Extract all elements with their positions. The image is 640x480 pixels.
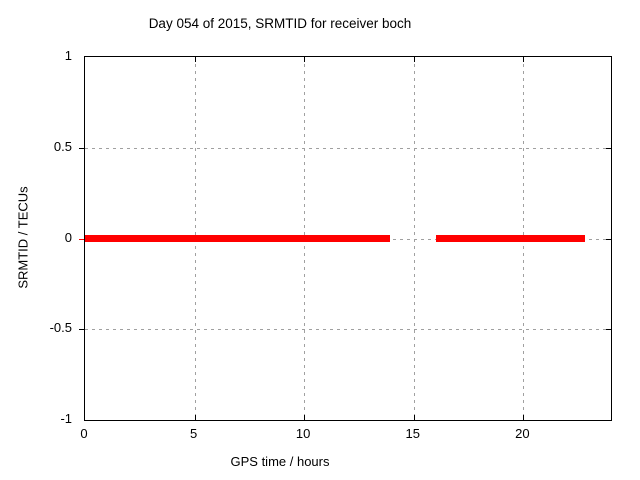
data-line-segment <box>435 235 585 242</box>
data-line-segment <box>85 235 390 242</box>
x-tick-top <box>194 57 196 62</box>
y-tick-label: -1 <box>60 411 72 426</box>
x-tick-bottom <box>304 415 306 420</box>
y-tick-label: 0.5 <box>53 138 72 154</box>
x-axis-label: GPS time / hours <box>230 454 330 469</box>
x-tick-bottom <box>194 415 196 420</box>
x-tick-label: 10 <box>295 426 311 441</box>
y-tick-right <box>606 329 611 331</box>
y-tick-label: -0.5 <box>49 320 72 336</box>
x-tick-label: 5 <box>189 426 198 441</box>
y-gridline <box>85 329 611 331</box>
y-tick-left <box>79 147 84 149</box>
chart-title: Day 054 of 2015, SRMTID for receiver boc… <box>148 16 412 31</box>
x-tick-bottom <box>413 415 415 420</box>
plot-area <box>79 56 612 421</box>
y-tick-label: 0 <box>64 229 72 245</box>
x-tick-label: 0 <box>80 426 88 441</box>
y-tick-left <box>79 238 84 240</box>
y-gridline <box>85 147 611 149</box>
x-tick-bottom <box>523 415 525 420</box>
x-tick-top <box>304 57 306 62</box>
y-tick-left <box>79 329 84 331</box>
x-tick-label: 15 <box>405 426 420 441</box>
y-tick-right <box>606 147 611 149</box>
y-tick-label: 1 <box>64 48 72 63</box>
x-tick-label: 20 <box>515 426 530 441</box>
x-tick-top <box>413 57 415 62</box>
x-tick-top <box>523 57 525 62</box>
y-tick-right <box>606 238 611 240</box>
